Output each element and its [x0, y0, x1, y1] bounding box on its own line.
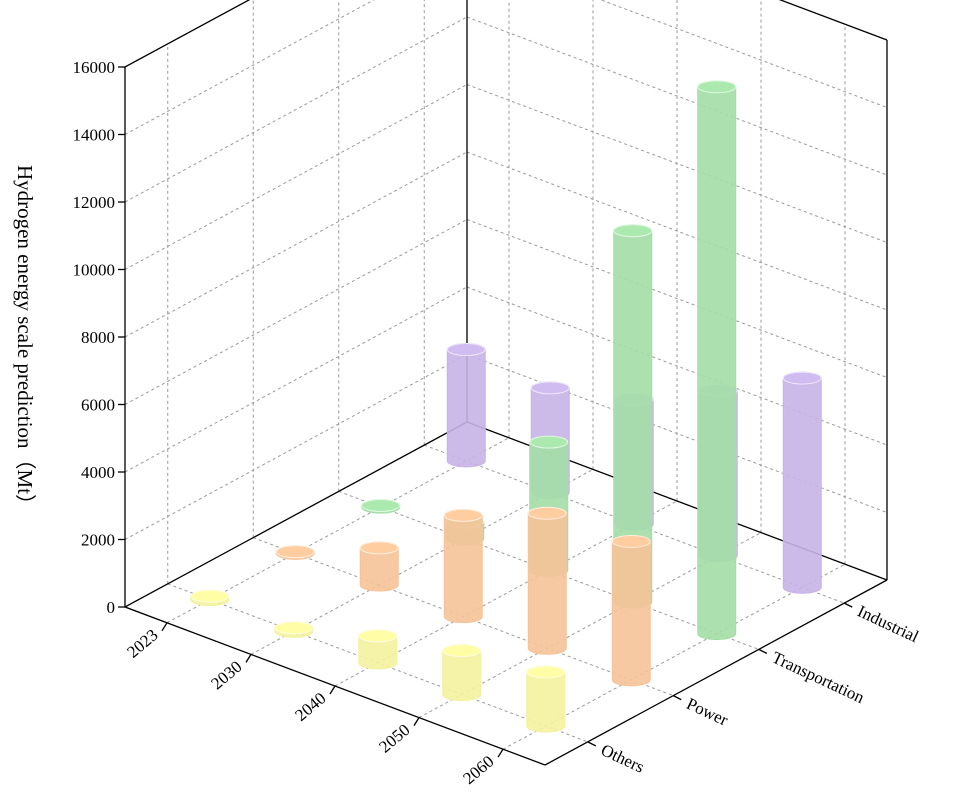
bar-top — [697, 80, 737, 94]
bar — [443, 508, 483, 624]
bar-top — [529, 435, 569, 449]
x-tick — [329, 685, 336, 695]
grid-line — [124, 151, 468, 338]
axis-line — [124, 421, 468, 608]
bar-top — [446, 343, 486, 357]
grid-line — [599, 0, 888, 108]
bar-top — [274, 621, 314, 635]
bar-top — [190, 589, 230, 603]
y-tick-label: 4000 — [81, 463, 115, 482]
axis-line — [778, 0, 888, 41]
bar-top — [526, 665, 566, 679]
y-tick-label: 6000 — [81, 396, 115, 415]
bar-top — [358, 629, 398, 643]
bar-top — [443, 508, 483, 522]
z-tick — [843, 602, 853, 608]
bar-top — [275, 545, 315, 559]
x-tick-label: 2030 — [207, 657, 245, 693]
y-tick-label: 8000 — [81, 328, 115, 347]
bar-top — [361, 498, 401, 512]
grid-line — [124, 219, 468, 405]
z-tick-label: Industrial — [855, 602, 922, 647]
bar-top — [527, 506, 567, 520]
y-tick-label: 10000 — [73, 261, 116, 280]
x-tick — [245, 654, 252, 663]
z-tick — [587, 741, 597, 747]
x-tick-label: 2050 — [375, 720, 413, 756]
bar — [527, 506, 567, 655]
bar — [446, 343, 486, 468]
bar-top — [359, 541, 399, 555]
bar-top — [442, 644, 482, 658]
x-tick-label: 2023 — [123, 625, 161, 661]
y-tick-label: 12000 — [73, 193, 116, 212]
x-tick — [497, 748, 504, 758]
x-tick-label: 2040 — [291, 689, 329, 725]
y-tick-label: 14000 — [73, 126, 116, 145]
y-tick-label: 2000 — [81, 531, 115, 550]
grid-line — [502, 563, 846, 750]
grid-line — [124, 84, 468, 270]
grid-line — [166, 437, 510, 624]
bar-top — [613, 224, 653, 238]
z-tick-label: Transportation — [769, 648, 868, 707]
y-tick-label: 0 — [107, 598, 116, 617]
bar-top — [530, 381, 570, 395]
grid-line — [466, 219, 888, 378]
grid-line — [124, 16, 468, 203]
y-axis-title: Hydrogen energy scale prediction（Mt） — [13, 165, 37, 515]
axis-line — [124, 0, 251, 68]
z-tick — [672, 695, 682, 701]
bar-top — [782, 371, 822, 385]
grid-line — [124, 0, 250, 68]
grid-line — [124, 354, 468, 540]
axis-line — [544, 579, 888, 766]
bar — [697, 80, 737, 641]
x-tick — [161, 622, 168, 632]
bar — [782, 371, 822, 594]
bar — [611, 534, 651, 687]
grid-line — [124, 0, 375, 135]
bar-top — [611, 534, 651, 548]
z-tick — [758, 648, 768, 654]
z-tick-label: Power — [684, 694, 732, 730]
x-tick-label: 2060 — [459, 752, 497, 788]
grid-line — [124, 286, 468, 473]
y-tick-label: 16000 — [73, 58, 116, 77]
x-tick — [413, 717, 420, 726]
z-tick-label: Others — [598, 740, 647, 776]
